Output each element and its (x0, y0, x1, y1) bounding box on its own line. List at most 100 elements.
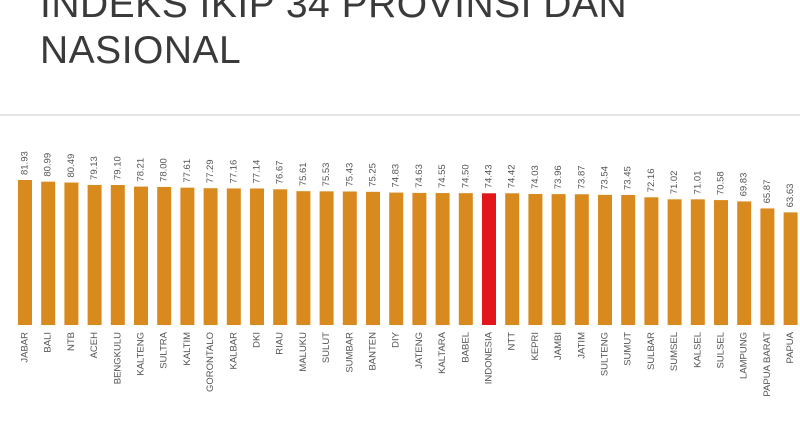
bar (319, 191, 334, 325)
value-label: 79.13 (89, 156, 100, 180)
value-label: 81.93 (20, 151, 31, 175)
bar (644, 197, 659, 325)
bar (157, 186, 172, 325)
bar (621, 195, 636, 325)
value-label: 71.02 (669, 171, 680, 195)
x-tick-label: JAMBI (553, 332, 564, 360)
x-tick-label: SULTRA (159, 331, 170, 368)
value-label: 76.67 (275, 161, 286, 185)
bar (87, 184, 102, 325)
x-tick-label: PAPUA (785, 331, 796, 363)
value-label: 70.58 (716, 171, 727, 195)
x-tick-label: GORONTALO (205, 332, 216, 392)
bar (667, 199, 682, 325)
value-label: 73.45 (623, 166, 634, 190)
x-tick-label: NTB (66, 332, 77, 351)
x-tick-label: KALTIM (182, 332, 193, 366)
value-label: 77.16 (228, 160, 239, 184)
value-label: 73.54 (600, 166, 611, 190)
value-label: 74.03 (530, 165, 541, 189)
bar (18, 180, 32, 325)
x-tick-label: JATENG (414, 332, 425, 369)
x-tick-label: MALUKU (298, 332, 309, 372)
x-tick-label: KALBAR (228, 332, 239, 370)
x-tick-label: KALSEL (692, 332, 703, 368)
x-tick-label: DIY (391, 331, 402, 348)
value-label: 78.21 (136, 158, 147, 182)
x-tick-label: KEPRI (530, 332, 541, 361)
bar (598, 194, 612, 325)
bar (482, 193, 496, 325)
x-tick-label: BABEL (460, 332, 471, 363)
value-label: 78.00 (159, 158, 170, 182)
x-tick-label: SULSEL (716, 332, 727, 368)
x-tick-label: SULUT (321, 332, 332, 363)
value-label: 75.61 (298, 162, 309, 186)
bar (226, 188, 241, 325)
bar (505, 193, 520, 325)
bar (250, 188, 264, 325)
bar (389, 192, 404, 325)
bar (528, 193, 543, 325)
value-label: 74.63 (414, 164, 425, 188)
x-tick-label: KALTARA (437, 331, 448, 374)
value-label: 74.42 (507, 165, 518, 189)
bar (458, 193, 473, 325)
bar (412, 192, 427, 325)
x-tick-label: SULBAR (646, 332, 657, 370)
bar (180, 187, 195, 325)
bar (760, 208, 775, 325)
x-tick-label: PAPUA BARAT (762, 332, 773, 397)
value-label: 77.61 (182, 159, 193, 183)
value-label: 69.83 (739, 173, 750, 197)
value-label: 74.43 (484, 164, 495, 188)
value-label: 74.55 (437, 164, 448, 188)
x-tick-label: SUMBAR (344, 332, 355, 373)
value-label: 80.49 (66, 154, 77, 178)
bar (273, 189, 288, 325)
value-label: 74.50 (460, 164, 471, 188)
value-label: 73.87 (576, 165, 587, 189)
x-tick-label: SULTENG (600, 332, 611, 376)
bar (134, 186, 148, 325)
x-tick-label: ACEH (89, 332, 100, 359)
value-label: 77.29 (205, 159, 216, 183)
value-label: 71.01 (692, 171, 703, 195)
x-tick-label: LAMPUNG (739, 332, 750, 379)
bar (64, 182, 79, 325)
value-label: 80.99 (43, 153, 54, 177)
bar (690, 199, 705, 325)
x-tick-label: DKI (252, 332, 263, 348)
bar (737, 201, 752, 325)
bar (110, 185, 125, 325)
x-tick-label: JATIM (576, 332, 587, 359)
x-tick-label: JABAR (20, 332, 31, 363)
value-label: 73.96 (553, 165, 564, 189)
x-tick-label: BALI (43, 332, 54, 353)
x-tick-label: INDONESIA (484, 331, 495, 384)
bar (41, 181, 56, 325)
x-tick-label: SUMUT (623, 332, 634, 366)
bar (366, 191, 380, 325)
value-label: 75.43 (344, 163, 355, 187)
bar (296, 191, 311, 325)
x-tick-label: RIAU (275, 332, 286, 355)
bar (435, 193, 450, 325)
bar (783, 212, 798, 325)
x-tick-label: BANTEN (368, 332, 379, 371)
bar (551, 194, 566, 325)
value-label: 79.10 (112, 156, 123, 180)
x-tick-label: NTT (507, 332, 518, 351)
bar (574, 194, 589, 325)
x-tick-label: KALTENG (136, 332, 147, 376)
value-label: 77.14 (252, 160, 263, 184)
x-tick-label: SUMSEL (669, 332, 680, 371)
value-label: 75.53 (321, 163, 332, 187)
value-label: 63.63 (785, 184, 796, 208)
value-label: 75.25 (368, 163, 379, 187)
value-label: 74.83 (391, 164, 402, 188)
value-label: 65.87 (762, 180, 773, 204)
x-tick-label: BENGKULU (112, 332, 123, 384)
